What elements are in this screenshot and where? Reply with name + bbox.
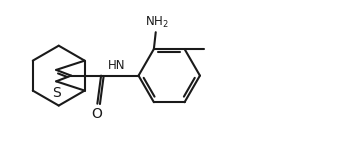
Text: O: O	[91, 107, 102, 122]
Text: HN: HN	[108, 59, 126, 72]
Text: S: S	[52, 86, 61, 100]
Text: NH$_2$: NH$_2$	[145, 15, 169, 30]
